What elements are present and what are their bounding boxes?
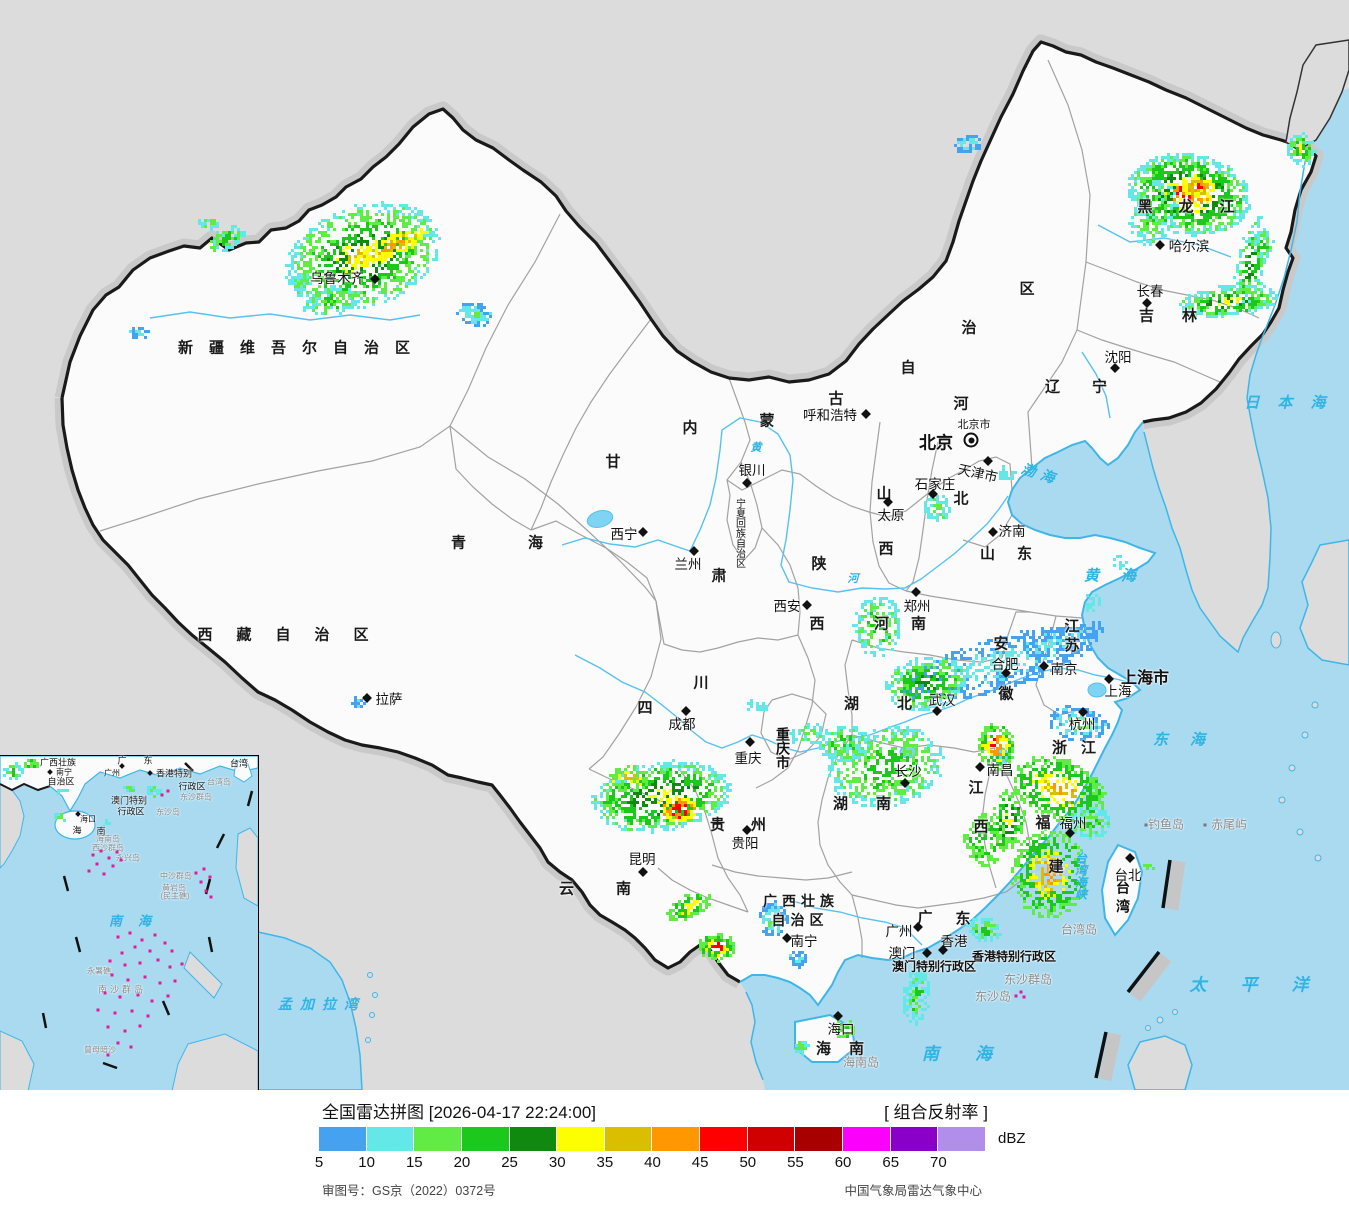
colorbar-segment-45 — [700, 1127, 747, 1151]
tick-70: 70 — [930, 1154, 947, 1171]
inset-hainan — [54, 810, 96, 840]
tick-45: 45 — [691, 1154, 709, 1171]
colorbar-segment-55 — [795, 1127, 843, 1151]
unit-label: dBZ — [998, 1130, 1026, 1147]
colorbar-ticks: 5 10 15 20 25 30 35 40 45 50 55 60 65 70 — [0, 1154, 1349, 1172]
reflectivity-colorbar — [319, 1127, 986, 1151]
colorbar-segment-40 — [652, 1127, 700, 1151]
colorbar-segment-60 — [843, 1127, 890, 1151]
map-title: 全国雷达拼图 [2026-04-17 22:24:00] — [322, 1103, 597, 1122]
tick-20: 20 — [453, 1154, 471, 1171]
colorbar-segment-25 — [509, 1127, 557, 1151]
tick-5: 5 — [314, 1154, 324, 1171]
agency-credit: 中国气象局雷达气象中心 — [844, 1184, 982, 1198]
colorbar-segment-20 — [461, 1127, 509, 1151]
tick-55: 55 — [787, 1154, 804, 1171]
legend-panel: 全国雷达拼图 [2026-04-17 22:24:00] [ 组合反射率 ] 5… — [0, 1090, 1349, 1208]
tick-40: 40 — [644, 1154, 661, 1171]
tick-60: 60 — [834, 1154, 852, 1171]
colorbar-segment-5 — [319, 1127, 366, 1151]
colorbar-segment-50 — [747, 1127, 795, 1151]
tick-50: 50 — [739, 1154, 757, 1171]
tsushima-island — [1270, 631, 1282, 649]
south-china-sea-inset — [0, 755, 259, 1092]
tick-30: 30 — [548, 1154, 566, 1171]
tick-65: 65 — [882, 1154, 900, 1171]
colorbar-segment-65 — [890, 1127, 938, 1151]
inset-map — [0, 755, 259, 1092]
tick-25: 25 — [501, 1154, 518, 1171]
colorbar-segment-70 — [938, 1127, 985, 1151]
colorbar-segment-15 — [414, 1127, 461, 1151]
colorbar-segment-30 — [557, 1127, 604, 1151]
tick-35: 35 — [596, 1154, 614, 1171]
map-approval-number: 审图号：GS京（2022）0372号 — [322, 1184, 496, 1198]
product-label: [ 组合反射率 ] — [884, 1103, 988, 1122]
colorbar-segment-35 — [604, 1127, 652, 1151]
colorbar-segment-10 — [366, 1127, 414, 1151]
tick-15: 15 — [405, 1154, 423, 1171]
tick-10: 10 — [358, 1154, 375, 1171]
